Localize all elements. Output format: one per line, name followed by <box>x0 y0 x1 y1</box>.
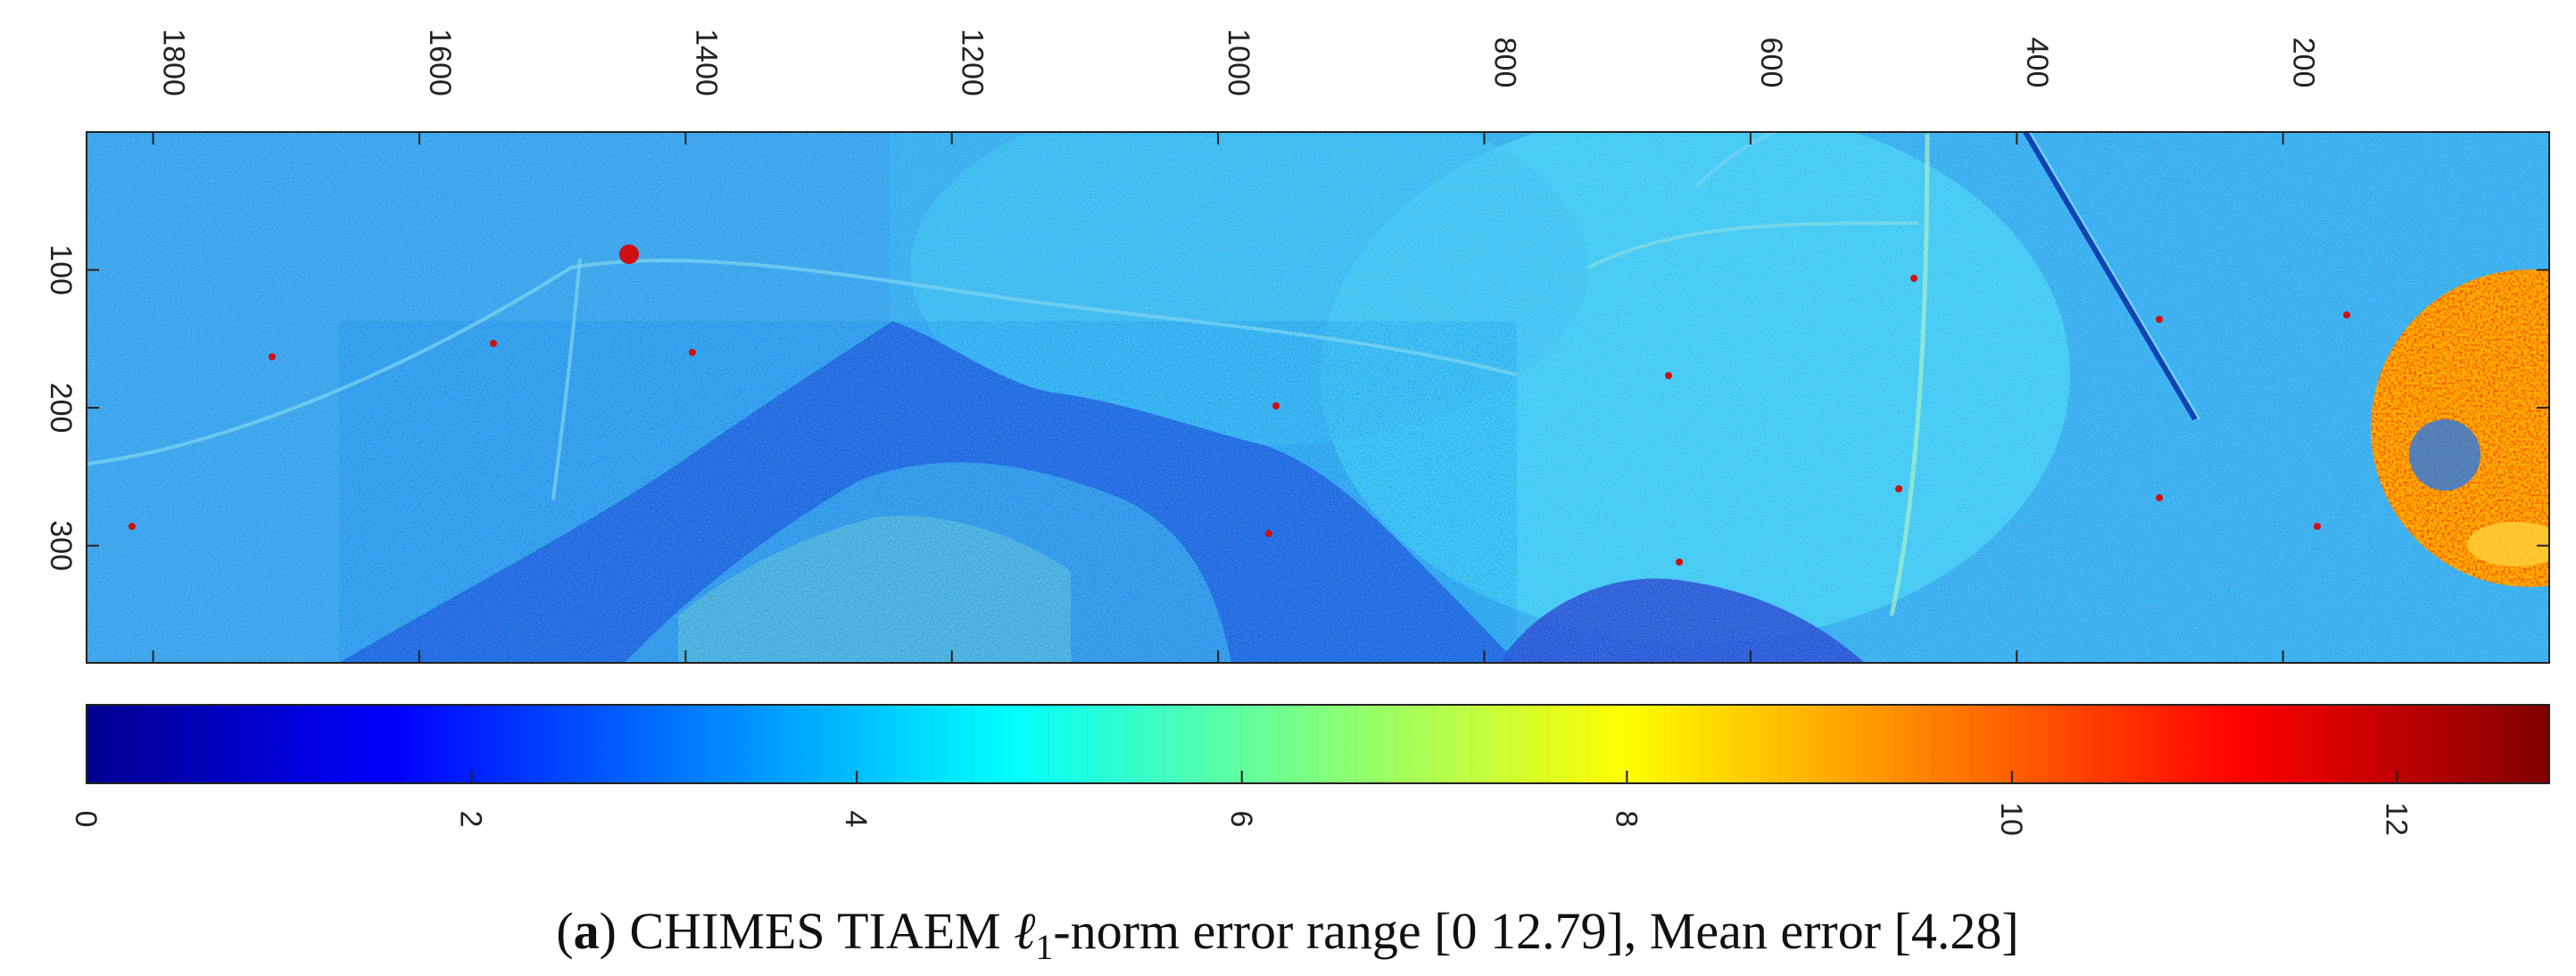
caption-text-after: -norm error range [0 12.79], Mean error … <box>1053 902 2018 960</box>
figure-caption: (a) CHIMES TIAEM ℓ1-norm error range [0 … <box>556 902 2018 967</box>
caption-text-before: CHIMES TIAEM <box>617 902 1014 960</box>
x-tick-label: 1000 <box>1222 29 1255 96</box>
x-tick-label: 1400 <box>689 29 723 96</box>
x-tick-label: 400 <box>2020 37 2054 88</box>
colorbar-tick-label: 12 <box>2380 802 2414 836</box>
hotspots <box>128 244 2350 566</box>
caption-symbol: ℓ <box>1014 902 1035 960</box>
x-tick-label: 600 <box>1754 37 1788 88</box>
colorbar-bands <box>124 705 2512 783</box>
colorbar-tick-label: 6 <box>1224 811 1258 828</box>
heatmap-image <box>87 132 2549 663</box>
x-tick-label: 1200 <box>956 29 990 96</box>
colorbar-tick-label: 4 <box>839 811 873 828</box>
colorbar-axis: 0 2 4 6 8 10 12 <box>69 771 2414 836</box>
x-tick-label: 1600 <box>423 29 457 96</box>
colorbar-tick-label: 2 <box>454 811 488 828</box>
x-tick-label: 200 <box>2287 37 2321 88</box>
caption-subscript: 1 <box>1035 927 1053 967</box>
plot-frame <box>86 131 2550 664</box>
y-tick-label: 200 <box>44 383 78 434</box>
y-axis: 100 200 300 <box>44 244 2549 571</box>
high-error-region <box>2371 269 2549 587</box>
x-tick-label: 800 <box>1487 37 1521 88</box>
caption-label: a <box>574 902 600 960</box>
y-tick-label: 300 <box>44 520 78 571</box>
y-tick-label: 100 <box>44 244 78 295</box>
x-tick-label: 1800 <box>157 29 191 96</box>
colorbar-tick-label: 0 <box>69 811 103 828</box>
colorbar <box>87 705 2549 783</box>
colorbar-frame <box>86 704 2550 784</box>
colorbar-tick-label: 10 <box>1994 802 2028 836</box>
colorbar-tick-label: 8 <box>1609 811 1643 828</box>
x-axis: 1800 1600 1400 1200 1000 800 600 400 200 <box>152 29 2321 663</box>
